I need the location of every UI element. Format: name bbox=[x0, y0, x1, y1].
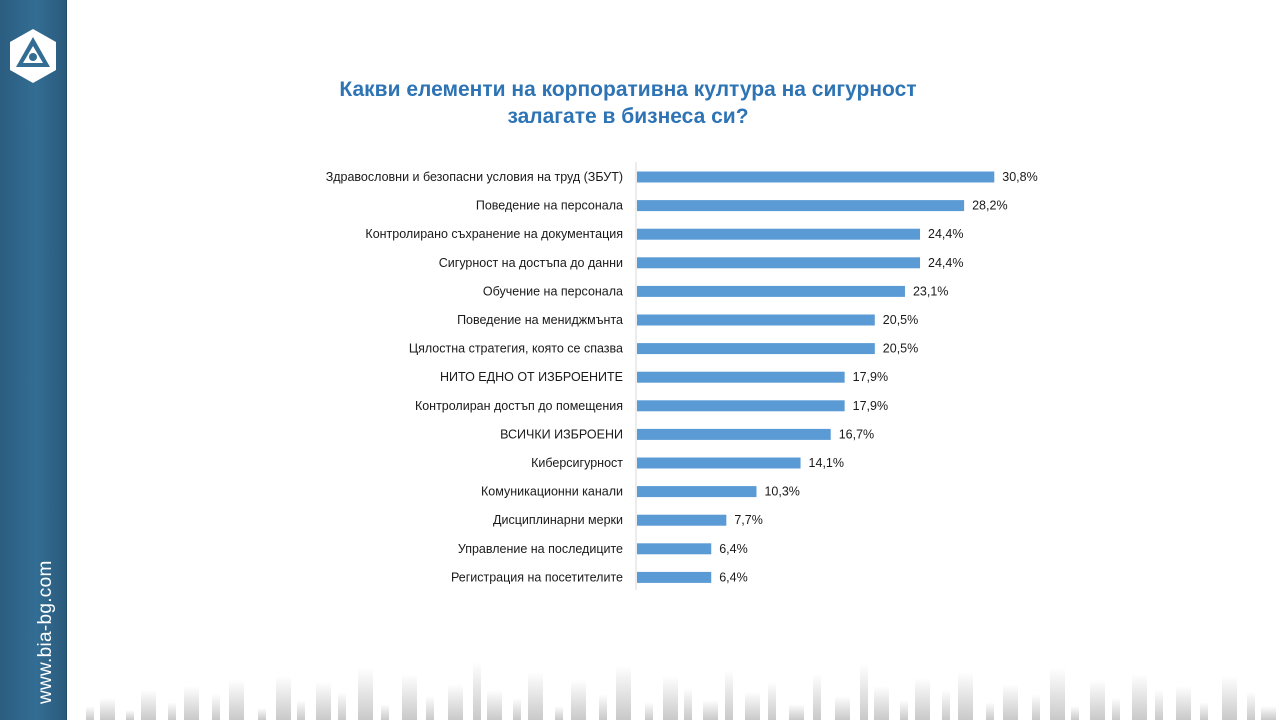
chart-title-line-1: Какви елементи на корпоративна култура н… bbox=[339, 78, 917, 101]
data-label: 16,7% bbox=[839, 427, 874, 441]
bar bbox=[637, 257, 921, 269]
bar bbox=[637, 343, 875, 355]
data-label: 10,3% bbox=[764, 485, 799, 499]
bar bbox=[637, 571, 712, 583]
data-label: 7,7% bbox=[734, 513, 763, 527]
bar bbox=[637, 514, 727, 526]
data-label: 30,8% bbox=[1002, 170, 1037, 184]
data-label: 6,4% bbox=[719, 570, 748, 584]
bar bbox=[637, 543, 712, 555]
data-label: 24,4% bbox=[928, 256, 963, 270]
data-label: 6,4% bbox=[719, 542, 748, 556]
data-label: 28,2% bbox=[972, 199, 1007, 213]
chart-title-line-2: залагате в бизнеса си? bbox=[507, 105, 749, 128]
city-skyline-decoration bbox=[86, 662, 1276, 720]
data-label: 17,9% bbox=[853, 370, 888, 384]
category-label: Цялостна стратегия, която се спазва bbox=[409, 342, 623, 356]
category-label: Регистрация на посетителите bbox=[451, 570, 623, 584]
bar bbox=[637, 428, 831, 440]
data-label: 20,5% bbox=[883, 342, 918, 356]
category-label: Обучение на персонала bbox=[483, 284, 623, 298]
category-label: Сигурност на достъпа до данни bbox=[439, 256, 623, 270]
data-label: 23,1% bbox=[913, 284, 948, 298]
bar bbox=[637, 400, 845, 412]
category-label: Контролирано съхранение на документация bbox=[365, 227, 623, 241]
data-label: 17,9% bbox=[853, 399, 888, 413]
bar bbox=[637, 371, 845, 383]
bar bbox=[637, 314, 875, 326]
category-label: Здравословни и безопасни условия на труд… bbox=[326, 170, 623, 184]
brand-sidebar: www.bia-bg.com bbox=[0, 0, 67, 720]
bar bbox=[637, 486, 757, 498]
category-label: НИТО ЕДНО ОТ ИЗБРОЕНИТЕ bbox=[440, 370, 623, 384]
bar bbox=[637, 228, 921, 240]
category-label: Контролиран достъп до помещения bbox=[415, 399, 623, 413]
category-label: Дисциплинарни мерки bbox=[493, 513, 623, 527]
category-label: Поведение на персонала bbox=[476, 199, 623, 213]
bar bbox=[637, 457, 801, 469]
bar bbox=[637, 200, 965, 212]
data-label: 24,4% bbox=[928, 227, 963, 241]
bia-logo-icon bbox=[10, 29, 56, 83]
chart-title: Какви елементи на корпоративна култура н… bbox=[300, 76, 956, 130]
bar bbox=[637, 171, 995, 183]
category-label: Комуникационни канали bbox=[481, 485, 623, 499]
data-label: 14,1% bbox=[809, 456, 844, 470]
category-label: Поведение на мениджмънта bbox=[457, 313, 623, 327]
category-label: Управление на последиците bbox=[458, 542, 623, 556]
category-label: Киберсигурност bbox=[531, 456, 623, 470]
category-label: ВСИЧКИ ИЗБРОЕНИ bbox=[500, 427, 623, 441]
data-label: 20,5% bbox=[883, 313, 918, 327]
bar bbox=[637, 285, 905, 297]
